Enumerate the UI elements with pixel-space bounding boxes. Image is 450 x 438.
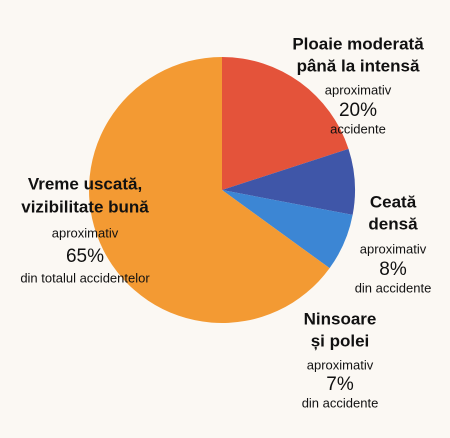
slice-prefix: aproximativ: [52, 225, 119, 240]
pie-slice: [222, 57, 349, 190]
slice-label: până la intensă: [297, 56, 420, 75]
slice-label: densă: [368, 214, 418, 233]
slice-label: și polei: [311, 331, 370, 350]
pie-slice: [222, 190, 353, 269]
slice-suffix: din accidente: [355, 280, 432, 295]
slice-suffix: din accidente: [302, 395, 379, 410]
slice-label: Ceată: [370, 192, 417, 211]
slice-label: vizibilitate bună: [21, 197, 149, 216]
value-label: 7%: [326, 374, 354, 395]
slice-suffix: din totalul accidentelor: [20, 270, 150, 285]
slice-prefix: aproximativ: [307, 357, 374, 372]
pie-slice: [89, 57, 330, 323]
pie-slice: [222, 148, 356, 215]
slice-prefix: aproximativ: [360, 241, 427, 256]
slice-prefix: aproximativ: [325, 82, 392, 97]
slice-suffix: accidente: [330, 121, 386, 136]
slice-label: Vreme uscată,: [28, 174, 142, 193]
value-label: 20%: [339, 100, 377, 121]
slice-label: Ninsoare: [304, 309, 377, 328]
value-label: 8%: [379, 259, 407, 280]
value-label: 65%: [66, 246, 104, 267]
slice-label: Ploaie moderată: [292, 34, 424, 53]
